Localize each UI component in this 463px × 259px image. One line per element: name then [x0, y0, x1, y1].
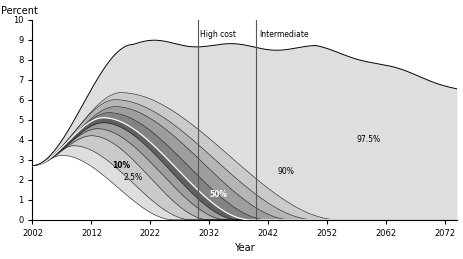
Text: 2.5%: 2.5% [124, 173, 143, 182]
Text: 10%: 10% [112, 161, 130, 170]
Text: 97.5%: 97.5% [357, 135, 381, 144]
Text: Percent: Percent [0, 5, 38, 16]
X-axis label: Year: Year [234, 243, 255, 254]
Text: 50%: 50% [209, 190, 227, 199]
Text: Intermediate: Intermediate [259, 30, 308, 39]
Text: 90%: 90% [277, 167, 294, 176]
Text: High cost: High cost [200, 30, 236, 39]
